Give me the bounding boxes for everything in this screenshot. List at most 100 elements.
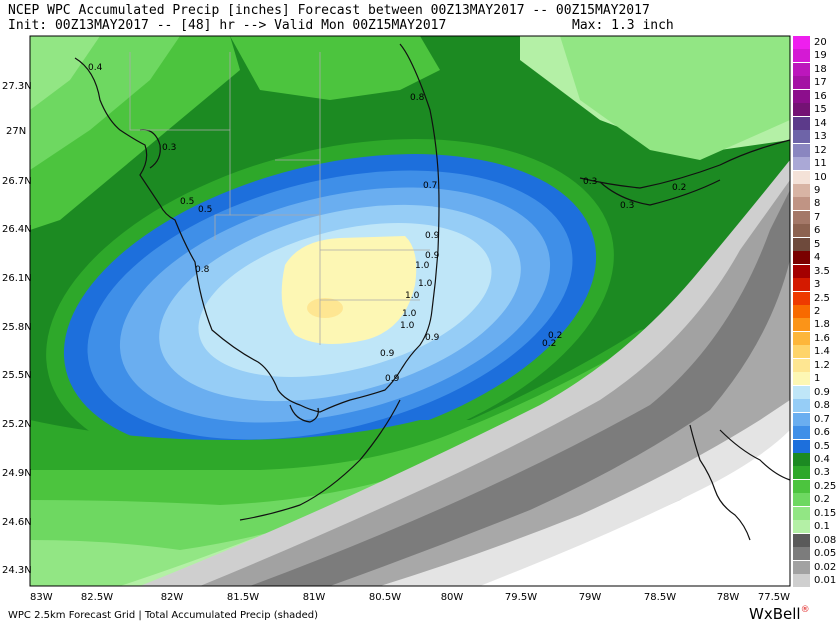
legend-swatch xyxy=(793,103,810,117)
legend-item: 1 xyxy=(793,372,839,386)
contour-label: 0.4 xyxy=(88,63,103,73)
legend-label: 0.1 xyxy=(814,521,830,533)
lat-label: 26.7N xyxy=(2,176,32,187)
contour-label: 0.8 xyxy=(195,265,210,275)
legend-item: 0.02 xyxy=(793,560,839,574)
lon-label: 79W xyxy=(579,592,602,603)
legend-swatch xyxy=(793,62,810,76)
legend-swatch xyxy=(793,36,810,49)
contour-label: 0.9 xyxy=(380,349,395,359)
contour-label: 1.0 xyxy=(415,261,430,271)
legend-swatch xyxy=(793,116,810,130)
legend-item: 4 xyxy=(793,251,839,265)
contour-label: 0.3 xyxy=(620,201,634,211)
legend-label: 3.5 xyxy=(814,265,830,277)
legend-label: 0.9 xyxy=(814,386,830,398)
legend-item: 0.25 xyxy=(793,479,839,493)
legend-item: 3 xyxy=(793,278,839,292)
contour-label: 1.0 xyxy=(400,321,415,331)
legend-swatch xyxy=(793,278,810,292)
legend-label: 0.05 xyxy=(814,548,837,560)
legend-item: 9 xyxy=(793,183,839,197)
legend-swatch xyxy=(793,143,810,157)
legend-label: 1.6 xyxy=(814,332,830,344)
contour-label: 0.2 xyxy=(672,183,686,193)
contour-label-group: 0.4 0.3 0.5 0.5 0.8 0.7 0.9 0.9 1.0 1.0 … xyxy=(88,63,686,384)
legend-item: 2 xyxy=(793,305,839,318)
contour-label: 0.9 xyxy=(425,251,440,261)
legend-swatch xyxy=(793,439,810,453)
contour-label: 0.5 xyxy=(198,205,212,215)
legend-swatch xyxy=(793,385,810,399)
legend-swatch xyxy=(793,574,810,587)
lon-label: 81W xyxy=(303,592,326,603)
legend-swatch xyxy=(793,520,810,534)
legend-label: 0.7 xyxy=(814,413,830,425)
legend-label: 7 xyxy=(814,211,821,223)
legend-swatch xyxy=(793,479,810,493)
lat-label: 24.6N xyxy=(2,517,32,528)
legend-item: 7 xyxy=(793,210,839,224)
legend-item: 0.3 xyxy=(793,466,839,480)
legend-label: 0.3 xyxy=(814,467,830,479)
lat-label: 27.3N xyxy=(2,81,32,92)
legend-swatch xyxy=(793,49,810,63)
legend-item: 20 xyxy=(793,36,839,49)
legend-swatch xyxy=(793,412,810,426)
legend-label: 20 xyxy=(814,37,827,48)
legend-swatch xyxy=(793,183,810,197)
lon-label: 78.5W xyxy=(644,592,676,603)
legend-item: 3.5 xyxy=(793,264,839,278)
legend-label: 18 xyxy=(814,63,827,75)
footer-caption: WPC 2.5km Forecast Grid | Total Accumula… xyxy=(8,610,319,621)
lon-label: 78W xyxy=(717,592,740,603)
logo-text: WxBell xyxy=(749,605,801,623)
legend-item: 1.2 xyxy=(793,358,839,372)
legend-item: 0.5 xyxy=(793,439,839,453)
legend-swatch xyxy=(793,426,810,440)
lat-label: 24.3N xyxy=(2,565,32,576)
contour-label: 0.5 xyxy=(180,197,194,207)
legend-swatch xyxy=(793,466,810,480)
legend-label: 19 xyxy=(814,50,827,62)
contour-label: 0.8 xyxy=(410,93,425,103)
legend-swatch xyxy=(793,399,810,413)
legend-item: 1.6 xyxy=(793,331,839,345)
legend-swatch xyxy=(793,318,810,332)
lon-label: 77.5W xyxy=(758,592,790,603)
legend-item: 6 xyxy=(793,224,839,238)
lat-label: 26.4N xyxy=(2,224,32,235)
contour-label: 0.9 xyxy=(425,333,440,343)
header-init-valid: Init: 00Z13MAY2017 -- [48] hr --> Valid … xyxy=(8,18,447,33)
legend-swatch xyxy=(793,372,810,386)
legend-swatch xyxy=(793,547,810,561)
legend-label: 0.8 xyxy=(814,400,830,412)
legend-label: 1.4 xyxy=(814,346,830,358)
legend-item: 15 xyxy=(793,103,839,117)
lon-axis: 83W 82.5W 82W 81.5W 81W 80.5W 80W 79.5W … xyxy=(30,592,790,603)
legend-swatch xyxy=(793,130,810,144)
contour-label: 0.3 xyxy=(583,177,597,187)
lat-label: 26.1N xyxy=(2,273,32,284)
legend-label: 1 xyxy=(814,373,821,385)
legend-item: 16 xyxy=(793,89,839,103)
lon-label: 82W xyxy=(161,592,184,603)
legend-label: 10 xyxy=(814,171,827,183)
legend-label: 1.8 xyxy=(814,319,830,331)
legend-swatch xyxy=(793,358,810,372)
legend-item: 17 xyxy=(793,76,839,90)
legend-item: 10 xyxy=(793,170,839,184)
legend-swatch xyxy=(793,506,810,520)
contour-label: 0.7 xyxy=(423,181,437,191)
lat-label: 24.9N xyxy=(2,468,32,479)
legend-label: 12 xyxy=(814,144,827,156)
color-legend: 20 19 18 17 16 15 14 13 12 11 10 9 8 7 6 5 4 3.5 3 2.5 2 1.8 1… xyxy=(793,36,839,588)
legend-item: 11 xyxy=(793,157,839,171)
contour-label: 1.0 xyxy=(405,291,420,301)
legend-item: 8 xyxy=(793,197,839,211)
legend-swatch xyxy=(793,305,810,318)
legend-swatch xyxy=(793,331,810,345)
legend-label: 0.6 xyxy=(814,427,830,439)
legend-item: 0.6 xyxy=(793,426,839,440)
